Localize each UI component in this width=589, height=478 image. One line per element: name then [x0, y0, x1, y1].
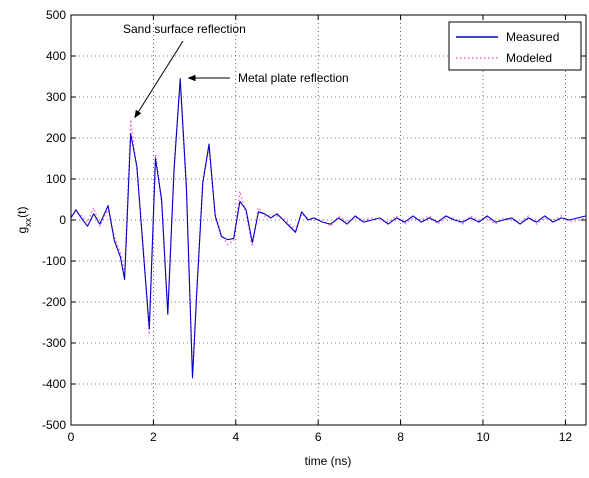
legend: Measured Modeled	[448, 21, 582, 71]
y-axis-label-main: g	[15, 227, 29, 234]
legend-box	[448, 21, 582, 71]
y-tick-label: -400	[42, 377, 66, 391]
series-line-modeled	[70, 81, 587, 375]
annotations: Sand surface reflection Metal plate refle…	[123, 22, 349, 119]
annotation-sand-surface: Sand surface reflection	[123, 22, 246, 36]
series-layer	[70, 78, 587, 379]
y-axis-label: gxx(t)	[15, 206, 33, 233]
y-tick-label: -500	[42, 418, 66, 432]
x-tick-label: 6	[315, 430, 322, 444]
x-tick-label: 2	[150, 430, 157, 444]
y-tick-label: -200	[42, 295, 66, 309]
x-tick-label: 0	[68, 430, 75, 444]
x-tick-label: 12	[559, 430, 573, 444]
y-axis-label-arg: (t)	[15, 206, 29, 217]
y-tick-label: 100	[46, 172, 66, 186]
x-tick-label: 4	[232, 430, 239, 444]
legend-label-measured: Measured	[506, 30, 559, 44]
y-tick-label: -100	[42, 254, 66, 268]
legend-label-modeled: Modeled	[506, 51, 552, 65]
y-tick-label: -300	[42, 336, 66, 350]
annotation-arrow-sand-surface	[134, 40, 184, 119]
y-tick-label: 0	[59, 213, 66, 227]
annotation-metal-plate: Metal plate reflection	[238, 71, 349, 85]
y-tick-label: 200	[46, 131, 66, 145]
y-tick-label: 400	[46, 49, 66, 63]
x-tick-label: 8	[397, 430, 404, 444]
y-tick-label: 300	[46, 90, 66, 104]
x-axis-label: time (ns)	[305, 454, 352, 468]
ticks: 0 2 4 6 8 10 12 -500 -400 -300 -200 -100 0 100 200 300 4…	[42, 8, 586, 444]
x-tick-label: 10	[476, 430, 490, 444]
y-axis-label-sub: xx	[23, 217, 33, 227]
y-tick-label: 500	[46, 8, 66, 22]
series-line-measured	[70, 78, 587, 379]
